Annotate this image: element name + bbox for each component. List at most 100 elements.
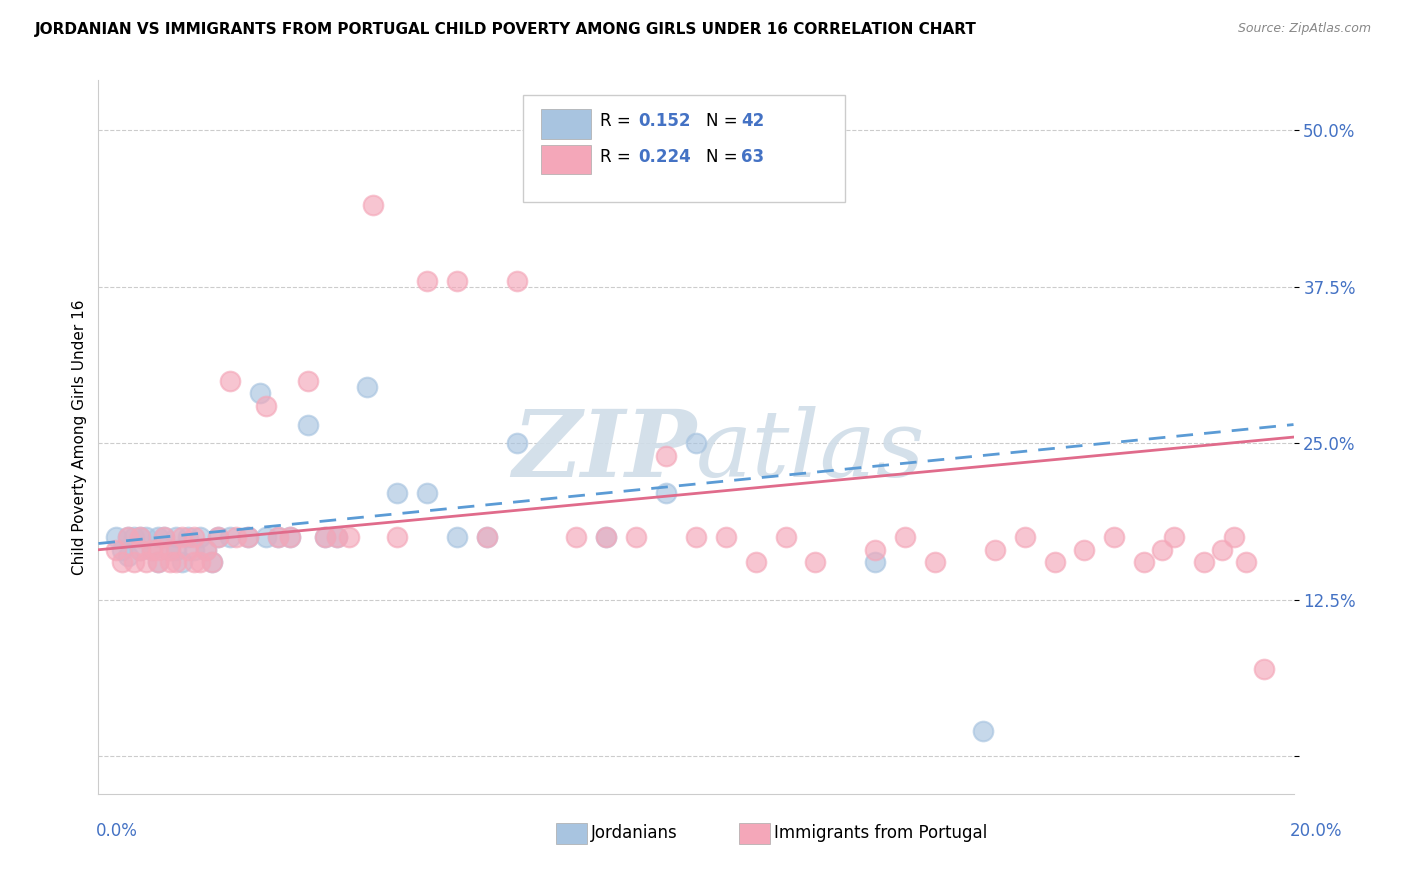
FancyBboxPatch shape — [541, 145, 591, 175]
Point — [129, 530, 152, 544]
Point — [236, 530, 259, 544]
Point — [924, 555, 946, 569]
Point — [148, 555, 170, 569]
Point — [183, 530, 205, 544]
Point — [148, 542, 170, 557]
Point — [225, 530, 247, 544]
Point — [685, 436, 707, 450]
Point — [326, 530, 349, 544]
Text: 20.0%: 20.0% — [1291, 822, 1343, 840]
Point — [267, 530, 290, 544]
Point — [1014, 530, 1036, 544]
FancyBboxPatch shape — [541, 109, 591, 139]
Point — [148, 555, 170, 569]
FancyBboxPatch shape — [557, 823, 588, 844]
Point — [506, 436, 529, 450]
Point — [172, 555, 194, 569]
Point — [117, 530, 139, 544]
Point — [219, 374, 242, 388]
Text: N =: N = — [706, 148, 742, 166]
Point — [117, 549, 139, 563]
Point — [315, 530, 337, 544]
Text: N =: N = — [706, 112, 742, 130]
Point — [201, 555, 224, 569]
Point — [172, 530, 194, 544]
Text: Source: ZipAtlas.com: Source: ZipAtlas.com — [1237, 22, 1371, 36]
Point — [416, 274, 439, 288]
Point — [1234, 555, 1257, 569]
Point — [1163, 530, 1185, 544]
Point — [315, 530, 337, 544]
Point — [249, 386, 271, 401]
Text: R =: R = — [600, 148, 637, 166]
Text: atlas: atlas — [696, 407, 925, 496]
Text: 42: 42 — [741, 112, 765, 130]
Point — [385, 486, 409, 500]
Point — [685, 530, 707, 544]
Point — [236, 530, 259, 544]
Point — [278, 530, 301, 544]
Point — [865, 542, 887, 557]
FancyBboxPatch shape — [523, 95, 845, 202]
Point — [1104, 530, 1126, 544]
Point — [655, 486, 678, 500]
Point — [177, 542, 200, 557]
Point — [183, 542, 205, 557]
Point — [111, 542, 134, 557]
Point — [446, 274, 468, 288]
FancyBboxPatch shape — [740, 823, 770, 844]
Point — [745, 555, 768, 569]
Point — [416, 486, 439, 500]
Point — [111, 555, 134, 569]
Point — [278, 530, 301, 544]
Point — [1152, 542, 1174, 557]
Point — [1073, 542, 1095, 557]
Point — [183, 555, 205, 569]
Point — [141, 542, 163, 557]
Point — [135, 555, 157, 569]
Text: 0.0%: 0.0% — [96, 822, 138, 840]
Point — [595, 530, 617, 544]
Point — [188, 530, 211, 544]
Point — [1253, 662, 1275, 676]
Point — [356, 380, 378, 394]
Point — [565, 530, 588, 544]
Point — [159, 555, 181, 569]
Point — [267, 530, 290, 544]
Point — [339, 530, 361, 544]
Point — [775, 530, 797, 544]
Point — [475, 530, 498, 544]
Text: Immigrants from Portugal: Immigrants from Portugal — [773, 824, 987, 842]
Point — [297, 374, 319, 388]
Point — [506, 274, 529, 288]
Point — [207, 530, 229, 544]
Point — [655, 449, 678, 463]
Point — [626, 530, 648, 544]
Point — [153, 530, 176, 544]
Y-axis label: Child Poverty Among Girls Under 16: Child Poverty Among Girls Under 16 — [72, 300, 87, 574]
Point — [475, 530, 498, 544]
Point — [595, 530, 617, 544]
Point — [105, 542, 128, 557]
Point — [124, 555, 146, 569]
Point — [159, 542, 181, 557]
Point — [195, 542, 218, 557]
Point — [326, 530, 349, 544]
Point — [1192, 555, 1215, 569]
Point — [141, 542, 163, 557]
Point — [165, 542, 187, 557]
Point — [129, 542, 152, 557]
Point — [165, 530, 187, 544]
Point — [129, 542, 152, 557]
Point — [201, 555, 224, 569]
Point — [865, 555, 887, 569]
Point — [804, 555, 827, 569]
Point — [1211, 542, 1233, 557]
Point — [207, 530, 229, 544]
Point — [714, 530, 737, 544]
Point — [129, 530, 152, 544]
Point — [984, 542, 1007, 557]
Text: R =: R = — [600, 112, 637, 130]
Text: 63: 63 — [741, 148, 765, 166]
Point — [446, 530, 468, 544]
